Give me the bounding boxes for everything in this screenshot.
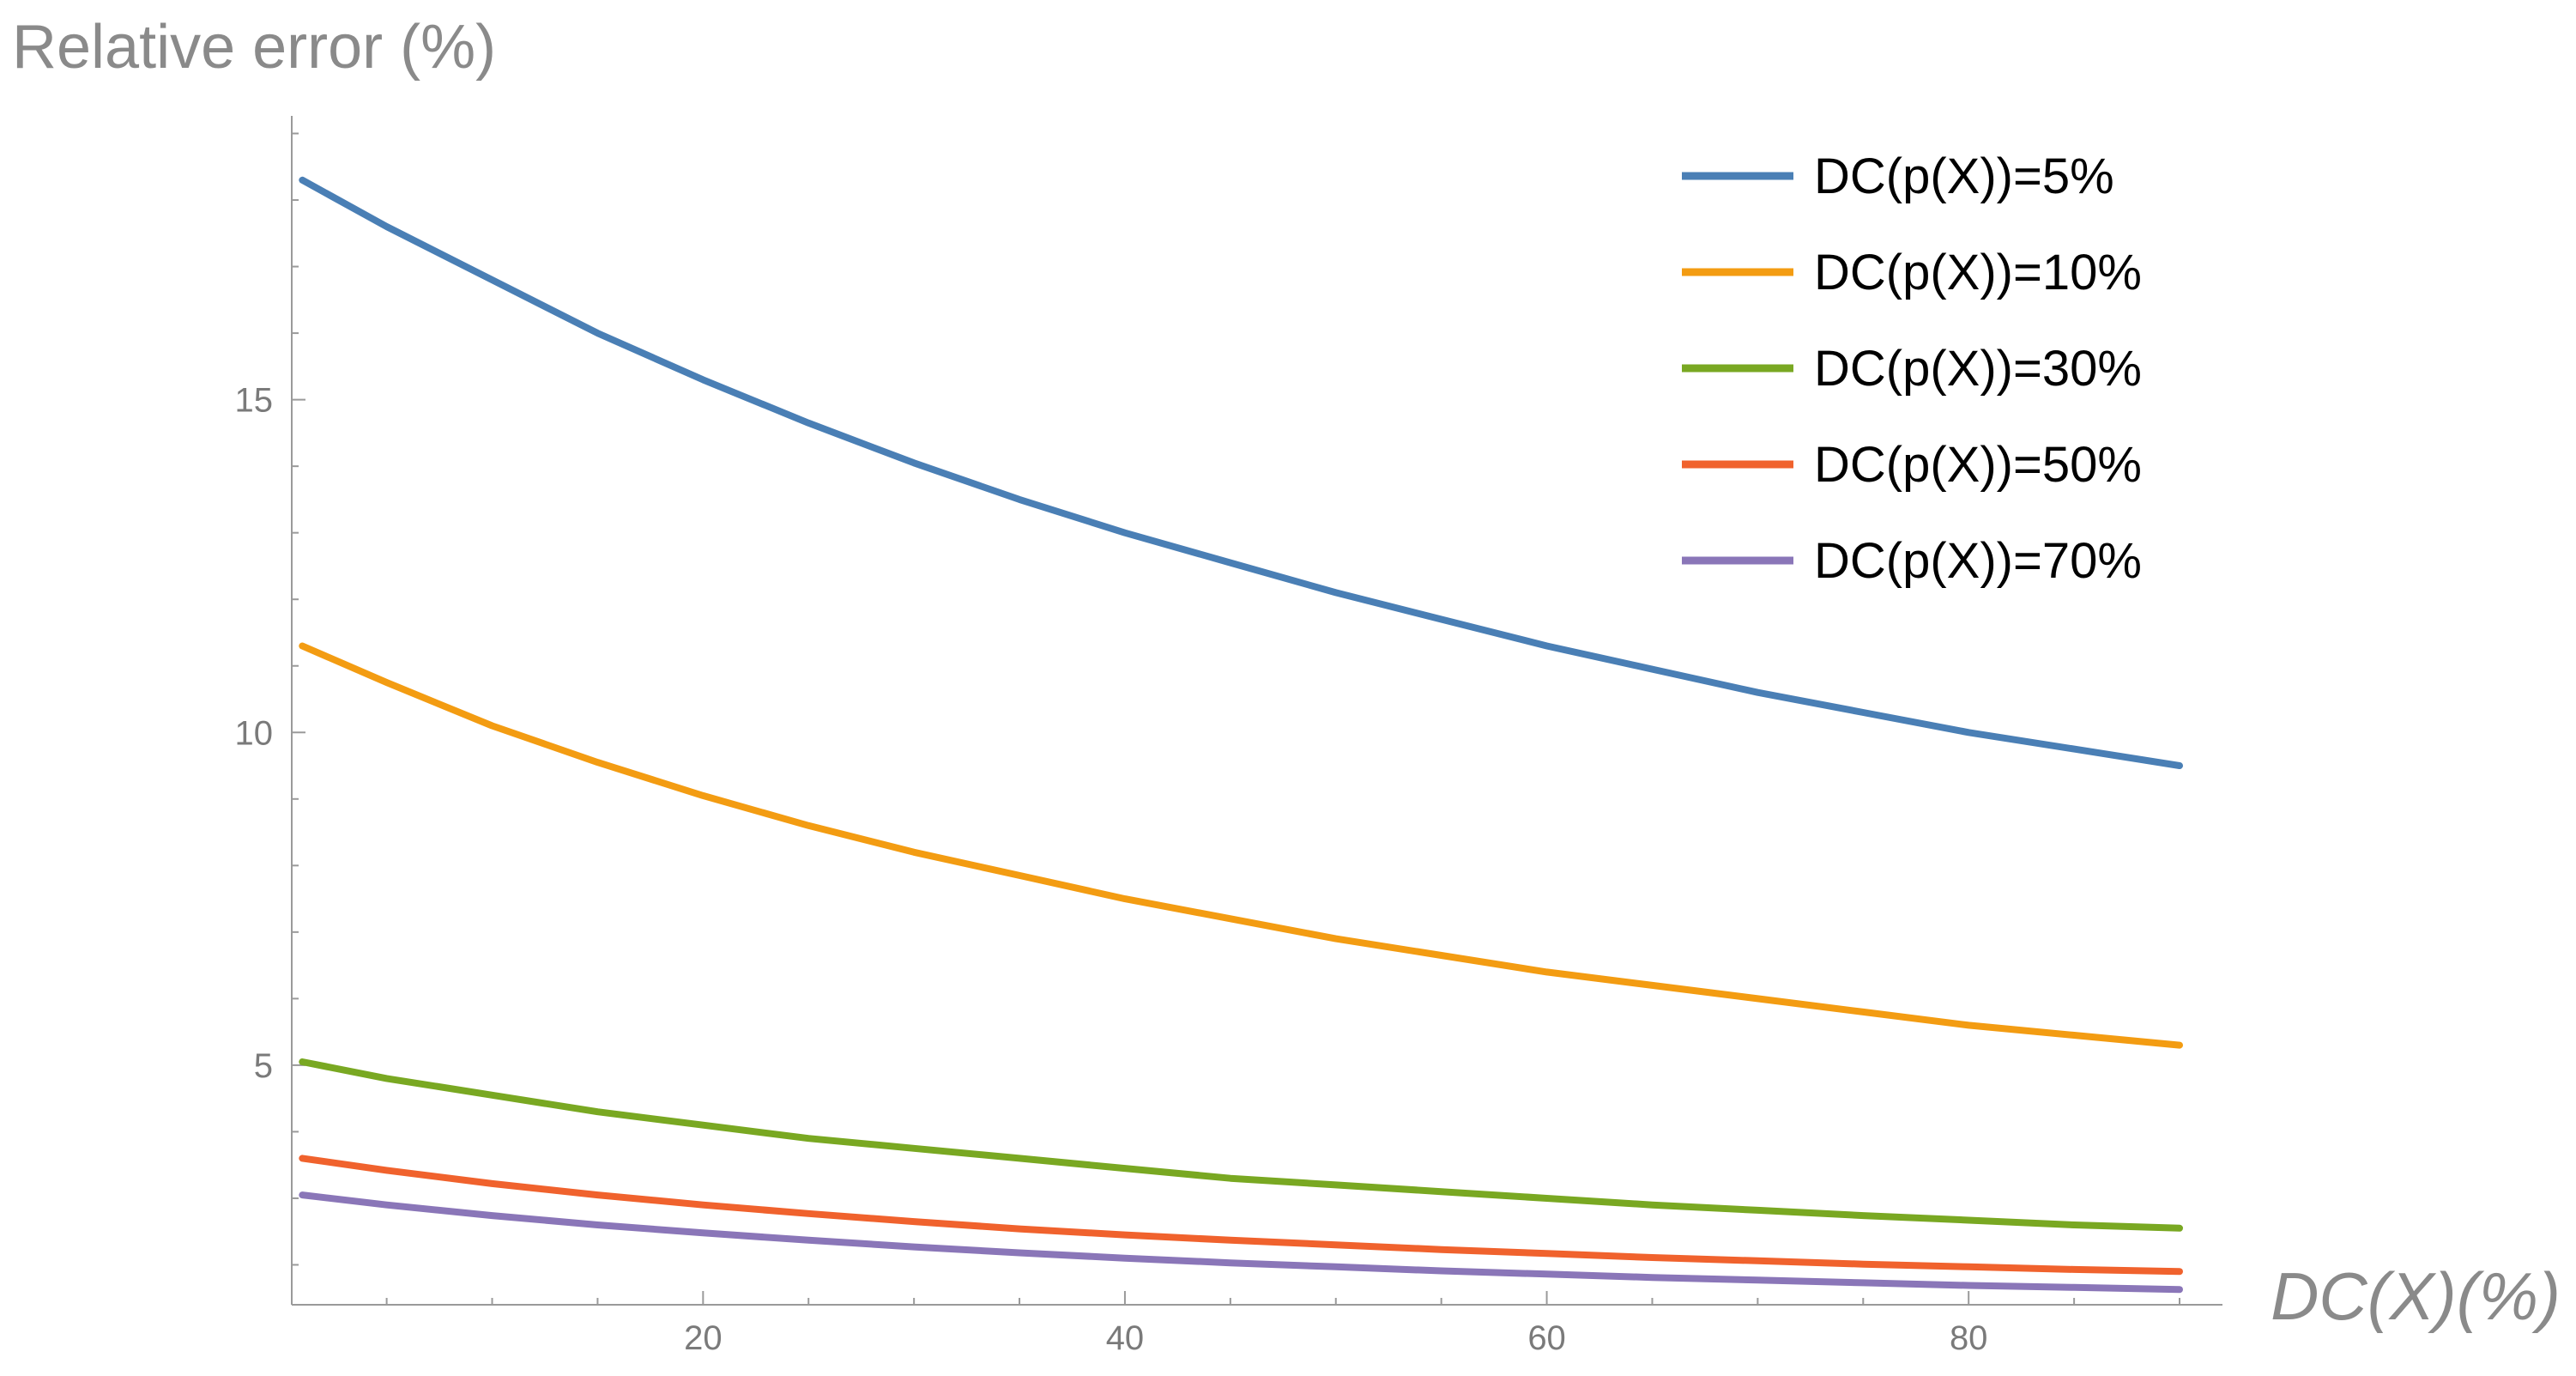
legend-label: DC(p(X))=50%	[1814, 437, 2142, 493]
y-tick-label: 15	[235, 382, 274, 420]
x-tick-label: 60	[1527, 1319, 1566, 1357]
axes	[291, 116, 2222, 1306]
x-tick-label: 20	[684, 1319, 723, 1357]
legend: DC(p(X))=5% DC(p(X))=10% DC(p(X))=30% DC(p(…	[1682, 149, 2142, 589]
x-tick-label: 40	[1106, 1319, 1145, 1357]
y-tick-label: 10	[235, 714, 274, 752]
x-axis-label: DC(X)(%)	[2271, 1258, 2561, 1334]
y-axis-label: Relative error (%)	[12, 13, 497, 82]
legend-label: DC(p(X))=5%	[1814, 149, 2114, 204]
y-tick-label: 5	[254, 1047, 273, 1085]
x-tick-label: 80	[1950, 1319, 1988, 1357]
series-line-3	[299, 1058, 2183, 1232]
axis-ticks: 20 40 60 80 5 10 15	[235, 132, 2180, 1357]
legend-label: DC(p(X))=70%	[1814, 533, 2142, 589]
series-line-1	[299, 176, 2183, 769]
series-line-2	[299, 642, 2183, 1049]
series-line-5	[299, 1191, 2183, 1294]
legend-label: DC(p(X))=30%	[1814, 341, 2142, 397]
series-lines	[299, 176, 2183, 1294]
series-line-4	[299, 1155, 2183, 1276]
legend-label: DC(p(X))=10%	[1814, 245, 2142, 300]
